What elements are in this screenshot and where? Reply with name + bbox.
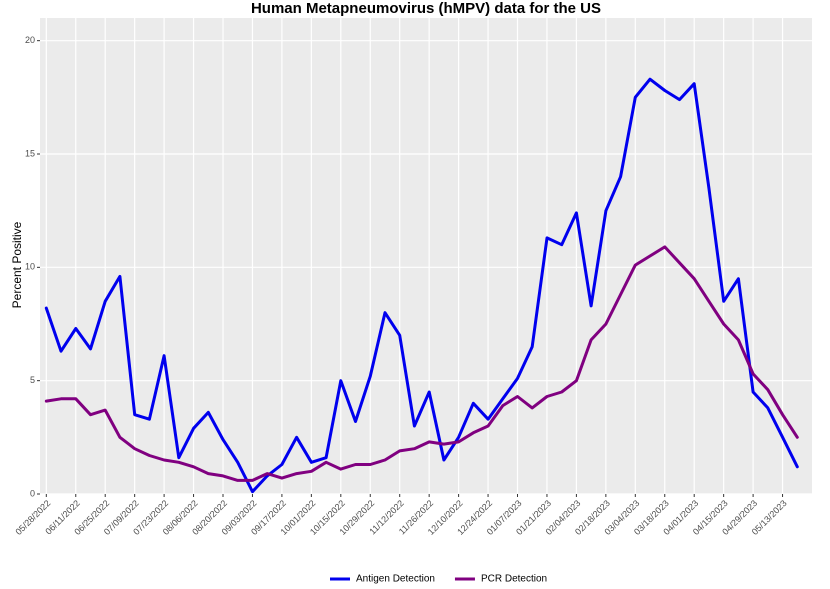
y-tick-label: 5 xyxy=(30,375,35,385)
chart-title: Human Metapneumovirus (hMPV) data for th… xyxy=(251,0,601,17)
y-axis-title: Percent Positive xyxy=(10,221,24,308)
legend-label: Antigen Detection xyxy=(356,574,435,585)
series-line xyxy=(44,77,799,494)
y-tick-label: 0 xyxy=(30,488,35,498)
y-tick-label: 10 xyxy=(25,262,35,272)
series-line xyxy=(44,245,799,482)
y-tick-label: 15 xyxy=(25,148,35,158)
legend-label: PCR Detection xyxy=(481,574,547,585)
y-tick-label: 20 xyxy=(25,35,35,45)
